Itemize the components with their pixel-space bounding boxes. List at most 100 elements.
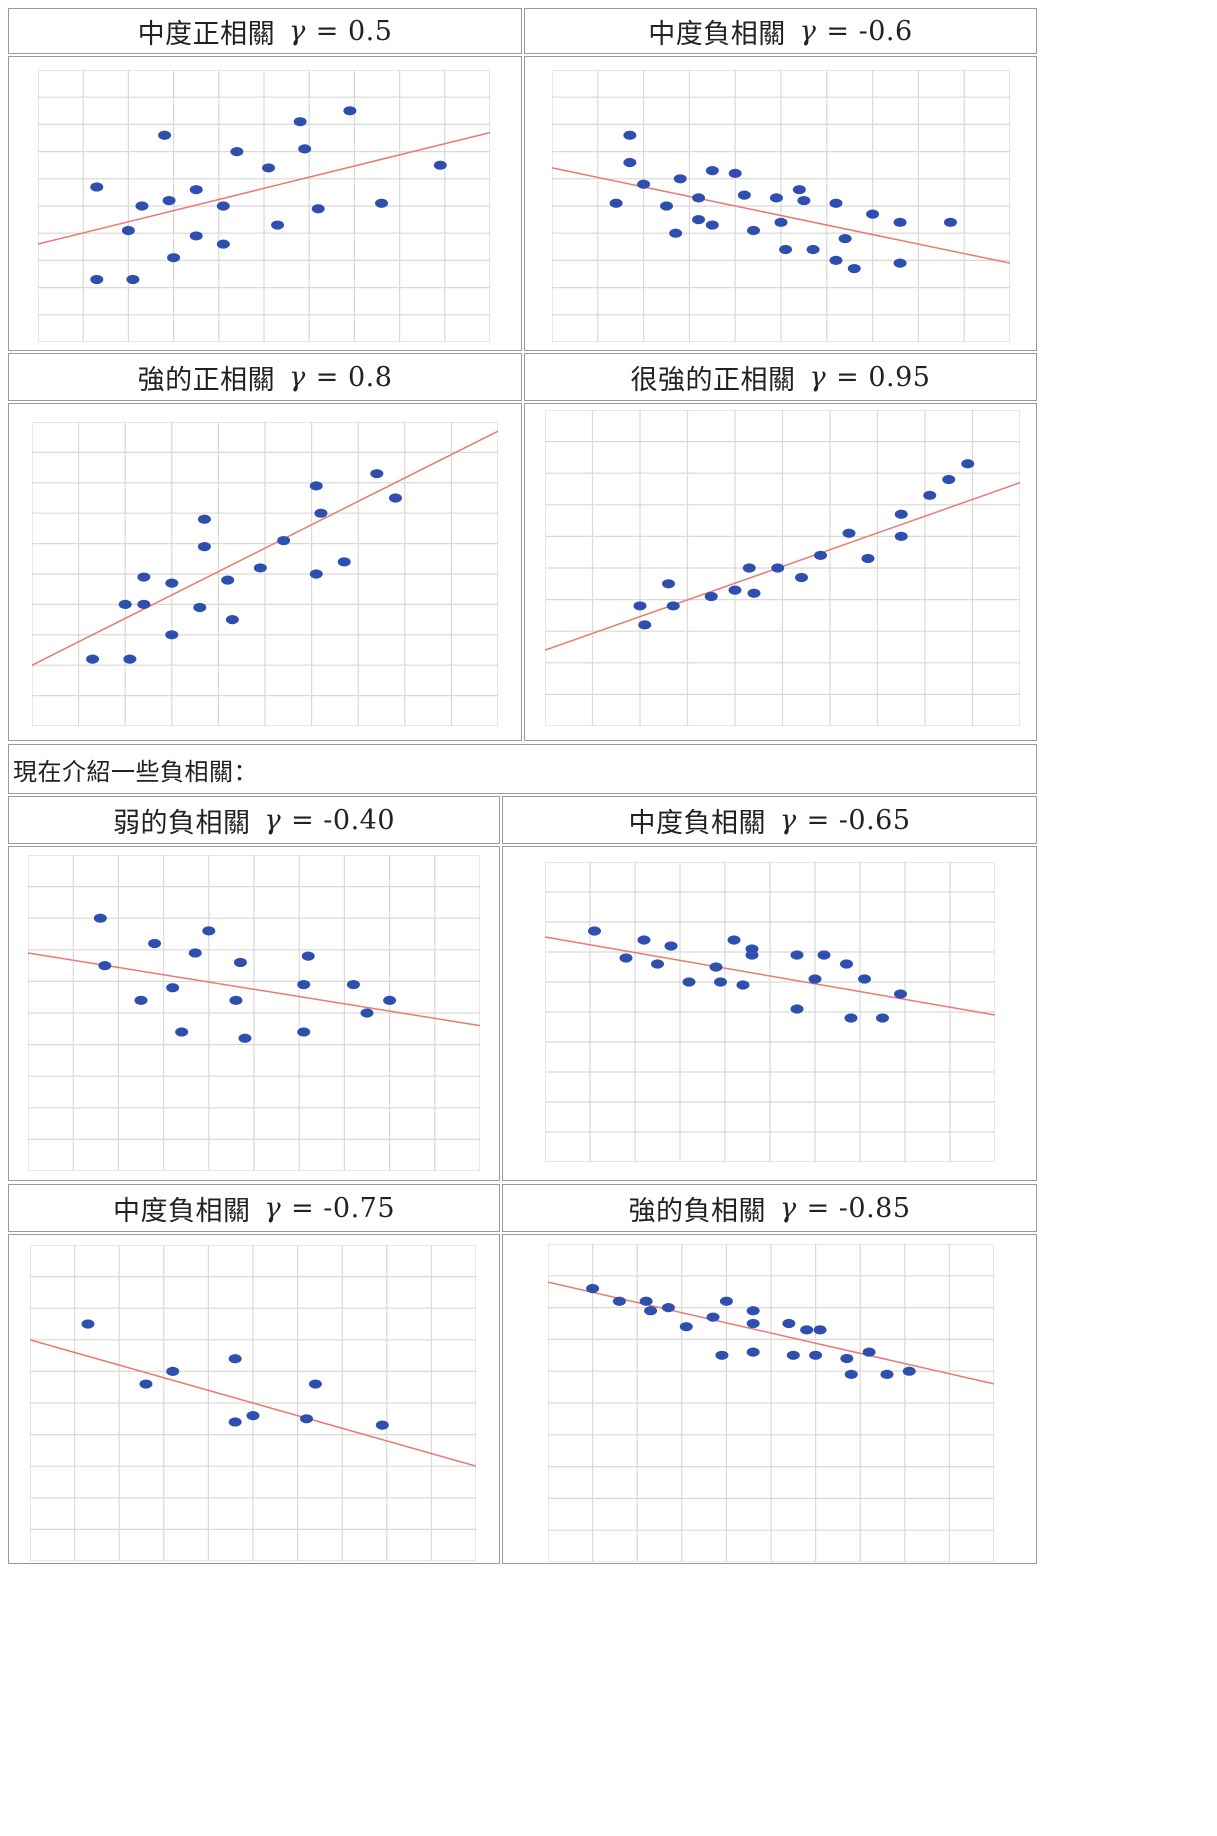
data-point (189, 185, 203, 195)
panel-7-plot-cell (8, 1234, 500, 1564)
data-point (360, 1008, 374, 1018)
panel-7-value: = -0.75 (291, 1192, 396, 1224)
data-point (253, 563, 267, 573)
data-point (134, 995, 148, 1005)
trend-line (32, 430, 498, 666)
data-point (343, 106, 357, 116)
data-point (623, 157, 637, 168)
data-point (337, 557, 351, 567)
data-point (90, 182, 104, 192)
data-point (662, 579, 675, 589)
data-point (118, 599, 132, 609)
gamma-symbol: γ (779, 804, 797, 836)
data-point (166, 1366, 180, 1376)
data-point (137, 572, 151, 582)
gamma-symbol: γ (264, 1192, 282, 1224)
data-point (840, 1353, 854, 1364)
intro-row: 現在介紹一些負相關： (8, 744, 1037, 794)
panel-7-title: 中度負相關 (112, 1195, 251, 1227)
data-point (433, 160, 447, 170)
data-point (162, 195, 176, 206)
data-point (660, 201, 673, 211)
data-point (238, 1033, 252, 1043)
panel-4-header: 很強的正相關 γ = 0.95 (524, 353, 1037, 401)
panel-3-title: 強的正相關 (137, 364, 276, 396)
data-point (638, 620, 652, 630)
data-point (81, 1319, 95, 1329)
panel-5-title: 弱的負相關 (112, 807, 251, 839)
gamma-symbol: γ (289, 361, 306, 393)
data-point (167, 253, 181, 263)
data-point (375, 1420, 389, 1430)
data-point (637, 935, 651, 945)
data-point (797, 195, 811, 206)
data-point (293, 117, 307, 127)
data-point (669, 228, 683, 238)
data-point (165, 578, 179, 588)
panel-8-value: = -0.85 (806, 1192, 911, 1224)
panel-7-header: 中度負相關 γ = -0.75 (8, 1184, 500, 1232)
data-point (923, 490, 937, 500)
data-point (370, 469, 384, 479)
data-point (298, 144, 312, 154)
data-point (742, 563, 756, 573)
scatter-plot-7 (30, 1245, 476, 1561)
data-point (301, 951, 315, 961)
trend-line (38, 131, 490, 245)
panel-3-header: 強的正相關 γ = 0.8 (8, 353, 522, 401)
data-point (197, 514, 211, 524)
panel-1-header: 中度正相關 γ = 0.5 (8, 8, 522, 54)
data-point (609, 198, 623, 208)
data-point (705, 166, 719, 176)
data-point (902, 1366, 916, 1376)
data-point (795, 572, 808, 583)
data-point (727, 935, 741, 945)
data-point (736, 980, 750, 990)
panel-2-header: 中度負相關 γ = -0.6 (524, 8, 1037, 54)
data-point (866, 209, 880, 219)
data-point (300, 1414, 314, 1424)
data-point (790, 1004, 804, 1014)
scatter-plot-3 (32, 422, 498, 726)
data-point (838, 234, 852, 244)
scatter-plot-6 (545, 862, 995, 1162)
data-point (297, 1027, 311, 1037)
data-point (800, 1325, 814, 1335)
data-point (311, 204, 325, 214)
data-point (894, 531, 908, 541)
data-point (588, 926, 601, 936)
data-point (229, 995, 243, 1005)
data-point (175, 1027, 189, 1037)
panel-5-header: 弱的負相關 γ = -0.40 (8, 796, 500, 844)
data-point (842, 528, 856, 538)
data-point (682, 977, 696, 987)
data-point (189, 231, 203, 241)
data-point (809, 1350, 823, 1360)
data-point (230, 147, 244, 157)
data-point (813, 1325, 827, 1335)
intro-text: 現在介紹一些負相關： (13, 757, 258, 786)
data-point (715, 1350, 729, 1360)
data-point (774, 217, 788, 227)
data-point (197, 542, 211, 552)
data-point (746, 1347, 760, 1357)
data-point (637, 179, 651, 189)
data-point (137, 599, 151, 609)
gamma-symbol: γ (809, 361, 827, 393)
data-point (942, 474, 956, 485)
data-point (166, 983, 180, 993)
panel-3-value: = 0.8 (315, 361, 393, 393)
data-point (126, 274, 140, 285)
data-point (216, 239, 230, 249)
data-point (894, 509, 908, 519)
data-point (86, 654, 100, 664)
data-point (246, 1411, 260, 1421)
data-point (309, 481, 323, 491)
data-point (728, 168, 742, 178)
data-point (309, 569, 323, 579)
data-point (651, 959, 664, 969)
data-point (148, 938, 162, 949)
data-point (817, 950, 831, 960)
data-point (769, 193, 783, 203)
data-point (747, 588, 761, 598)
